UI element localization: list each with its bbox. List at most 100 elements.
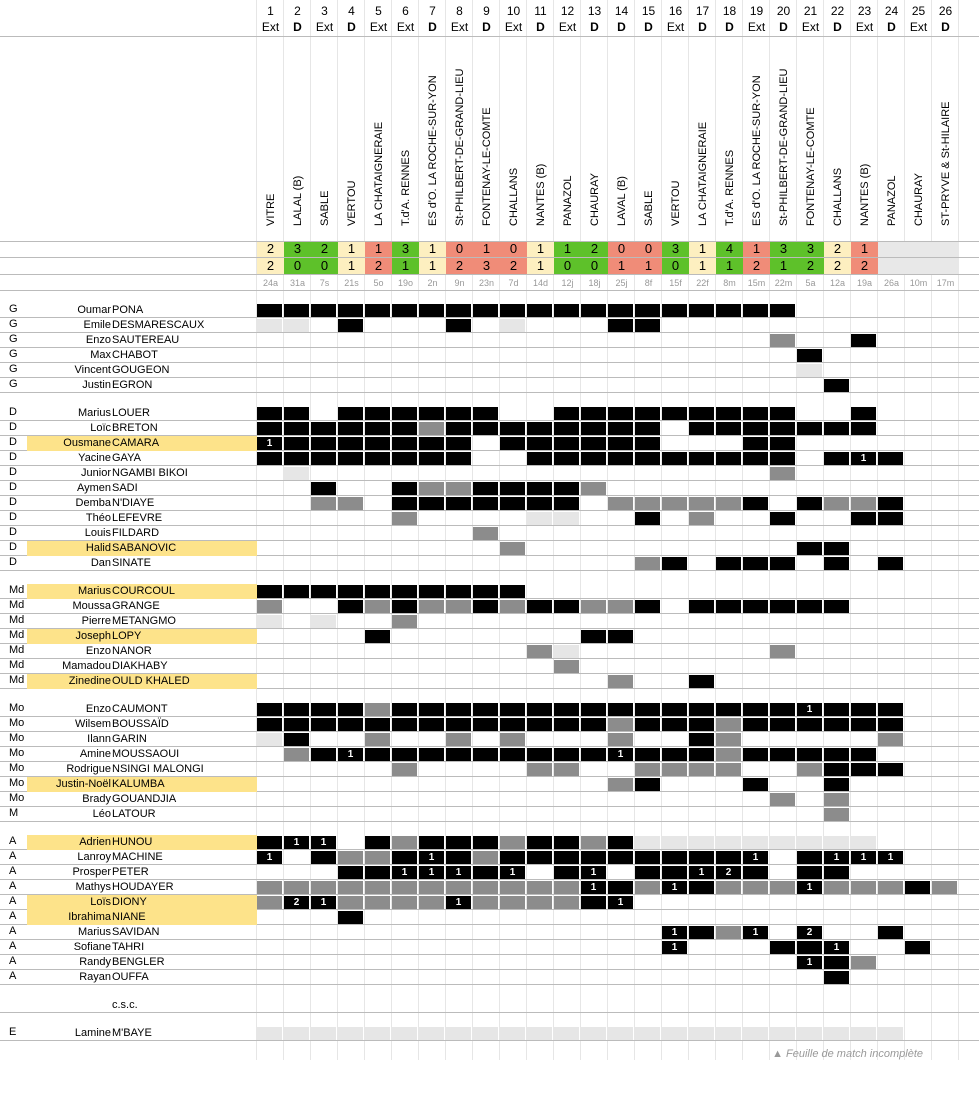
opponent-name-cell[interactable]: LA CHATAIGNERAIE [365, 78, 392, 238]
opponent-name-cell[interactable]: St-PHILBERT-DE-GRAND-LIEU [446, 69, 473, 238]
opponent-name-cell[interactable]: SABLE [311, 78, 338, 238]
match-cell [716, 497, 741, 510]
player-name[interactable]: Loïs DIONY [27, 895, 257, 910]
opponent-name-cell[interactable]: CHALLANS [500, 78, 527, 238]
match-cell [824, 422, 849, 435]
match-cell [554, 851, 579, 864]
player-name[interactable]: Joseph LOPY [27, 629, 257, 644]
player-name[interactable]: Mamadou DIAKHABY [27, 659, 257, 674]
player-name[interactable]: Théo LEFEVRE [27, 511, 257, 526]
column-divider [391, 0, 392, 1060]
match-cell [770, 645, 795, 658]
player-name[interactable]: Moussa GRANGE [27, 599, 257, 614]
opponent-name-cell[interactable]: ES d'O. LA ROCHE-SUR-YON [419, 75, 446, 238]
player-name[interactable]: Mathys HOUDAYER [27, 880, 257, 895]
row-divider [0, 570, 979, 571]
player-name[interactable]: Brady GOUANDJIA [27, 792, 257, 807]
score-opponent: 2 [797, 258, 824, 274]
opponent-name-cell[interactable]: CHAURAY [581, 78, 608, 238]
player-name[interactable]: Prosper PETER [27, 865, 257, 880]
player-name[interactable]: Randy BENGLER [27, 955, 257, 970]
opponent-name-cell[interactable]: T.d'A. RENNES [392, 78, 419, 238]
opponent-name-cell[interactable]: LAVAL (B) [608, 78, 635, 238]
player-first-name: Enzo [85, 334, 111, 346]
opponent-name-cell[interactable]: VERTOU [338, 78, 365, 238]
player-name[interactable]: Junior NGAMBI BIKOI [27, 466, 257, 481]
opponent-name-cell[interactable]: LALAL (B) [284, 78, 311, 238]
player-name[interactable]: Sofiane TAHRI [27, 940, 257, 955]
player-name[interactable]: Loïc BRETON [27, 421, 257, 436]
player-name[interactable]: Halid SABANOVIC [27, 541, 257, 556]
player-last-name: COURCOUL [112, 585, 175, 597]
player-name[interactable]: Ousmane CAMARA [27, 436, 257, 451]
opponent-name-cell[interactable]: FONTENAY-LE-COMTE [797, 78, 824, 238]
opponent-name-cell[interactable]: T.d'A. RENNES [716, 78, 743, 238]
opponent-name-cell[interactable]: ST-PRYVE & St-HILAIRE [932, 78, 959, 238]
player-name[interactable]: Adrien HUNOU [27, 835, 257, 850]
opponent-name-cell[interactable]: ES d'O. LA ROCHE-SUR-YON [743, 75, 770, 238]
match-cell: 1 [662, 941, 687, 954]
player-name[interactable]: Emile DESMARESCAUX [27, 318, 257, 333]
player-name[interactable]: Demba N'DIAYE [27, 496, 257, 511]
match-cell [581, 422, 606, 435]
player-name[interactable]: Justin-Noël KALUMBA [27, 777, 257, 792]
match-cell [338, 1027, 363, 1040]
player-name[interactable]: Marius SAVIDAN [27, 925, 257, 940]
column-divider [607, 0, 608, 1060]
opponent-name-cell[interactable]: NANTES (B) [851, 78, 878, 238]
player-name[interactable]: Ibrahima NIANE [27, 910, 257, 925]
match-cell [554, 836, 579, 849]
player-last-name: PETER [112, 866, 149, 878]
match-cell [743, 718, 768, 731]
opponent-name-cell[interactable]: NANTES (B) [527, 78, 554, 238]
player-name[interactable]: Léo LATOUR [27, 807, 257, 822]
player-name[interactable]: Amine MOUSSAOUI [27, 747, 257, 762]
match-cell [500, 1027, 525, 1040]
player-name[interactable]: Max CHABOT [27, 348, 257, 363]
player-name[interactable]: Pierre METANGMO [27, 614, 257, 629]
player-name[interactable]: Wilsem BOUSSAÏD [27, 717, 257, 732]
opponent-name-cell[interactable]: VERTOU [662, 78, 689, 238]
match-date: 5a [805, 278, 816, 288]
opponent-name-cell[interactable]: FONTENAY-LE-COMTE [473, 78, 500, 238]
player-name[interactable]: Oumar PONA [27, 303, 257, 318]
match-cell [446, 452, 471, 465]
match-cell [743, 748, 768, 761]
player-position: A [9, 910, 17, 922]
score-team: 4 [716, 241, 743, 257]
player-name[interactable]: Dan SINATE [27, 556, 257, 571]
player-name[interactable]: Yacine GAYA [27, 451, 257, 466]
player-name[interactable]: Enzo NANOR [27, 644, 257, 659]
player-name[interactable]: Enzo CAUMONT [27, 702, 257, 717]
player-name[interactable]: Marius COURCOUL [27, 584, 257, 599]
opponent-name-cell[interactable]: VITRE [257, 78, 284, 238]
player-name[interactable]: Lanroy MACHINE [27, 850, 257, 865]
player-name[interactable]: Zinedine OULD KHALED [27, 674, 257, 689]
player-name[interactable]: Louis FILDARD [27, 526, 257, 541]
player-name[interactable]: Aymen SADI [27, 481, 257, 496]
player-name[interactable]: Lamine M'BAYE [27, 1026, 257, 1041]
player-name[interactable]: Justin EGRON [27, 378, 257, 393]
player-name[interactable]: Vincent GOUGEON [27, 363, 257, 378]
player-name[interactable]: Rayan OUFFA [27, 970, 257, 985]
player-last-name: GARIN [112, 733, 147, 745]
match-cell [500, 718, 525, 731]
player-position: G [9, 378, 18, 390]
match-cell [473, 482, 498, 495]
player-name[interactable]: Rodrigue NSINGI MALONGI [27, 762, 257, 777]
opponent-name-cell[interactable]: PANAZOL [878, 78, 905, 238]
player-name[interactable]: Enzo SAUTEREAU [27, 333, 257, 348]
player-name[interactable]: Ilann GARIN [27, 732, 257, 747]
opponent-name-cell[interactable]: PANAZOL [554, 78, 581, 238]
opponent-name-cell[interactable]: St-PHILBERT-DE-GRAND-LIEU [770, 69, 797, 238]
match-cell [824, 542, 849, 555]
opponent-name-cell[interactable]: CHAURAY [905, 78, 932, 238]
opponent-name-cell[interactable]: CHALLANS [824, 78, 851, 238]
player-name[interactable]: c.s.c. [27, 998, 257, 1013]
opponent-name-cell[interactable]: LA CHATAIGNERAIE [689, 78, 716, 238]
score-team: 1 [527, 241, 554, 257]
opponent-name-cell[interactable]: SABLE [635, 78, 662, 238]
match-cell [284, 703, 309, 716]
player-name[interactable]: Marius LOUER [27, 406, 257, 421]
